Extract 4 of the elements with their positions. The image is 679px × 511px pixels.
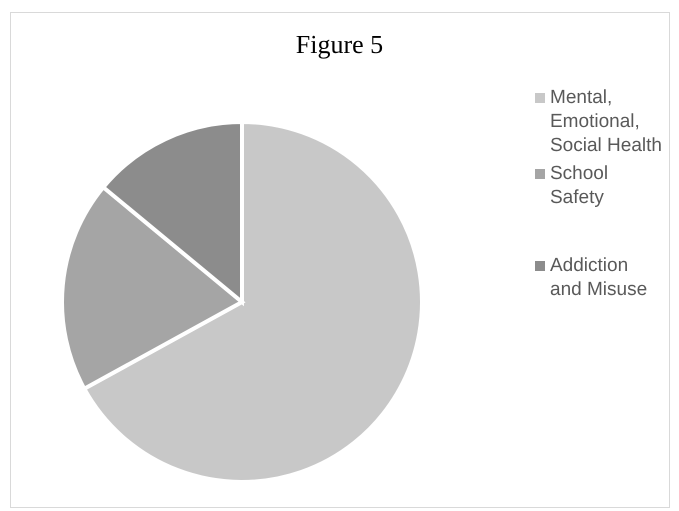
legend-label: Mental, Emotional, Social Health xyxy=(550,86,663,158)
chart-title: Figure 5 xyxy=(294,30,384,60)
legend-label: Addiction and Misuse xyxy=(550,254,648,302)
legend-label: School Safety xyxy=(550,162,610,210)
